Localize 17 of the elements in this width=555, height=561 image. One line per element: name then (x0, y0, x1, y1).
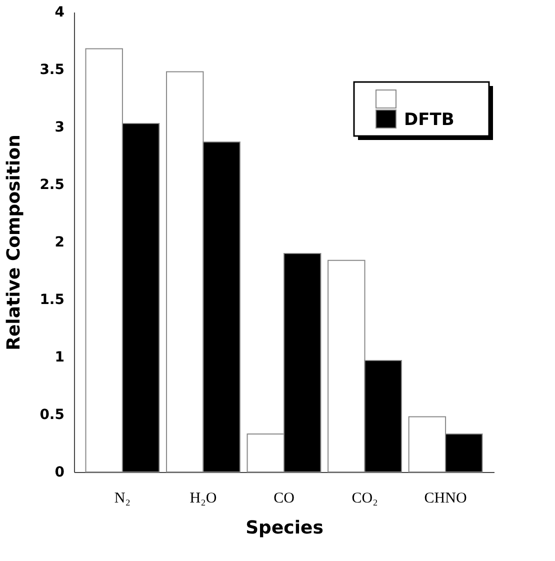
x-axis-title: Species (246, 518, 324, 538)
x-tick-label: CO₂ (352, 490, 378, 506)
y-tick-label: 0.5 (40, 407, 64, 423)
y-tick-label: 2.5 (40, 177, 64, 193)
x-tick-label: H₂O (190, 490, 217, 506)
y-tick-label: 1.5 (40, 292, 64, 308)
y-tick-label: 0 (54, 464, 65, 480)
x-tick-label: N₂ (114, 490, 130, 506)
y-tick-label: 3.5 (40, 62, 64, 78)
y-tick-label: 3 (54, 120, 64, 136)
y-tick-label: 4 (54, 4, 65, 20)
y-tick-label: 1 (54, 350, 64, 366)
x-tick-label: CO (274, 490, 295, 506)
y-axis-title: Relative Composition (4, 134, 25, 350)
y-tick-label: 2 (54, 234, 64, 250)
legend-label: DFTB (404, 110, 454, 130)
x-tick-label: CHNO (424, 490, 467, 506)
